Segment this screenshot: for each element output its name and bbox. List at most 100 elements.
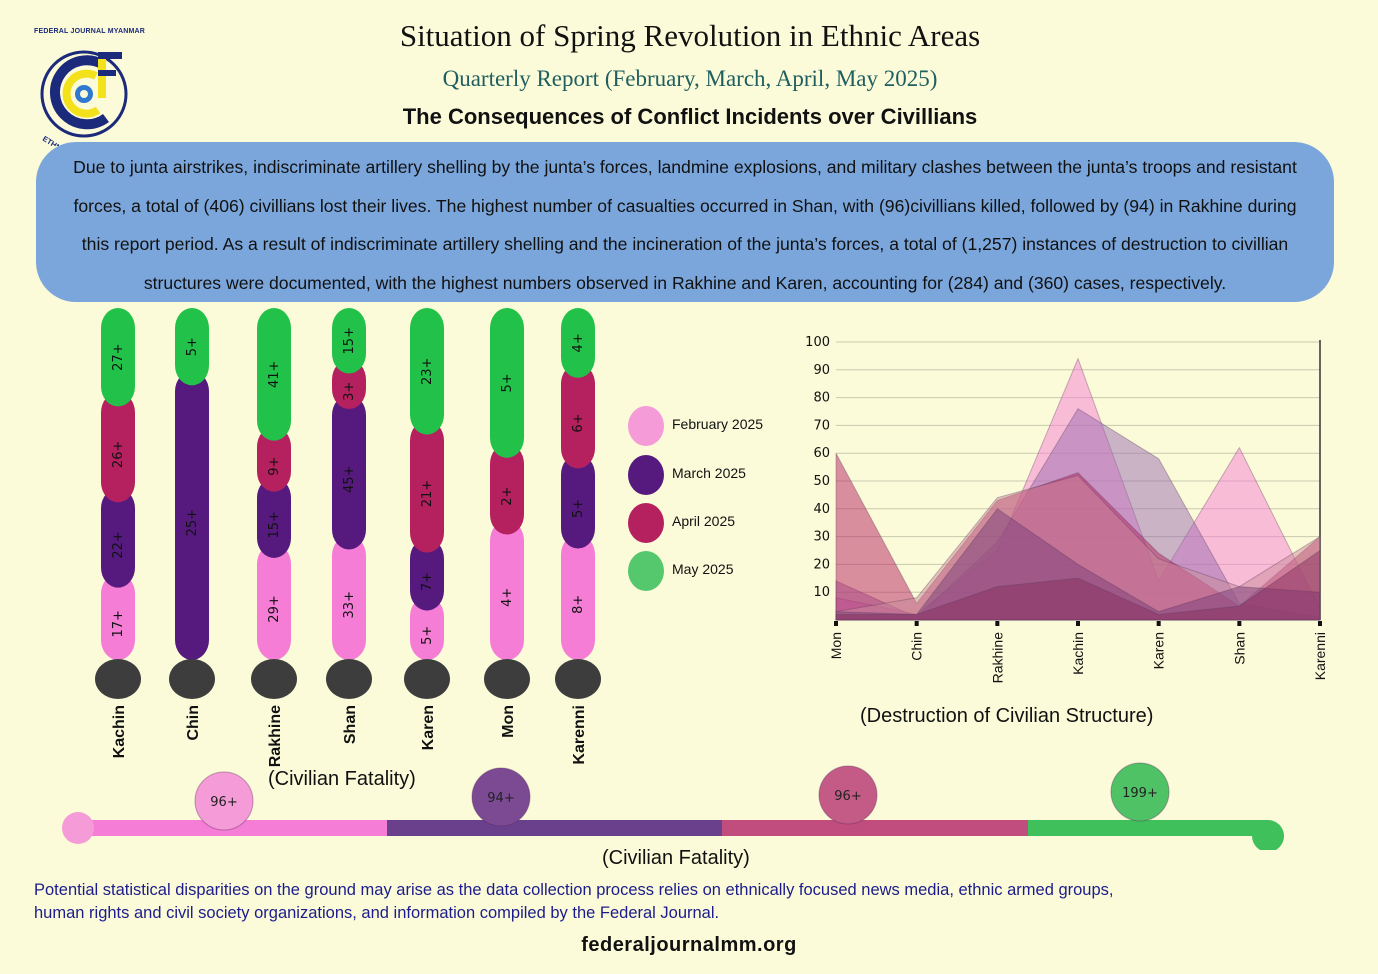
bar-value-label: 5+ — [420, 626, 435, 645]
x-tick-label: Karenni — [1312, 632, 1328, 680]
fatality-timeline: 96+ 94+ 96+ 199+ — [62, 762, 1284, 850]
bar-base — [251, 659, 297, 699]
bar-value-label: 25+ — [185, 509, 200, 536]
bar-value-label: 29+ — [267, 595, 282, 622]
destruction-area-chart: 10 20 30 40 50 60 70 80 90 100 Mon Chin Rakhine Kachi… — [805, 335, 1328, 683]
bar-segment — [332, 395, 366, 550]
bar-segment — [410, 420, 444, 553]
timeline-value-label: 96+ — [834, 789, 861, 804]
summary-line: this report period. As a result of indis… — [81, 234, 1289, 254]
timeline-segment — [1028, 820, 1268, 836]
y-tick-label: 40 — [813, 502, 830, 517]
bar-segment — [257, 543, 291, 660]
bar-segment — [101, 573, 135, 660]
x-tick — [1156, 621, 1161, 626]
bar-base — [326, 659, 372, 699]
legend-swatch — [628, 503, 664, 543]
bar-segment — [410, 596, 444, 660]
x-tick — [1318, 621, 1322, 626]
bar-base — [95, 659, 141, 699]
bar-segment — [257, 477, 291, 558]
y-tick-label: 30 — [813, 530, 830, 545]
legend-swatch — [628, 551, 664, 591]
x-tick — [995, 621, 1000, 626]
bar-value-label: 3+ — [342, 382, 357, 401]
destruction-chart-title: (Destruction of Civilian Structure) — [860, 705, 1154, 727]
y-tick-label: 90 — [813, 363, 830, 378]
summary-box — [36, 142, 1334, 302]
bar-value-label: 17+ — [111, 610, 126, 637]
bar-value-label: 22+ — [111, 531, 126, 558]
timeline-title: (Civilian Fatality) — [602, 847, 750, 869]
category-label: Karenni — [571, 705, 588, 765]
bar-value-label: 5+ — [571, 499, 586, 518]
timeline-bubble — [471, 767, 531, 827]
category-label: Rakhine — [267, 705, 284, 767]
bar-segment — [175, 308, 209, 386]
legend-label: March 2025 — [672, 465, 746, 481]
timeline-value-label: 96+ — [210, 795, 237, 810]
timeline-bubble — [818, 765, 878, 825]
summary-line: structures were documented, with the hig… — [143, 272, 1227, 293]
bar-value-label: 8+ — [571, 595, 586, 614]
bar-base — [169, 659, 215, 699]
summary-line: forces, a total of (406) civillians lost… — [73, 195, 1297, 216]
bar-segment — [332, 359, 366, 409]
bar-segment — [561, 454, 595, 549]
summary-line: Due to junta airstrikes, indiscriminate … — [73, 157, 1297, 177]
logo-top-text: FEDERAL JOURNAL MYANMAR — [34, 28, 146, 35]
timeline-value-label: 199+ — [1122, 786, 1158, 801]
y-tick-label: 70 — [813, 418, 830, 433]
section-title: The Consequences of Conflict Incidents o… — [402, 104, 978, 129]
page-subtitle: Quarterly Report (February, March, April… — [442, 66, 938, 91]
bar-base — [484, 659, 530, 699]
bar-value-label: 7+ — [420, 572, 435, 591]
timeline-bubble — [194, 771, 254, 831]
bar-value-label: 6+ — [571, 413, 586, 432]
bar-segment — [101, 308, 135, 407]
x-tick-label: Chin — [909, 632, 925, 661]
x-tick — [1237, 621, 1242, 626]
bar-value-label: 33+ — [342, 591, 357, 618]
legend-label: February 2025 — [672, 416, 764, 432]
x-tick — [834, 621, 838, 626]
category-label: Karen — [420, 705, 437, 750]
category-label: Chin — [185, 705, 202, 741]
summary-paragraph: Due to junta airstrikes, indiscriminate … — [36, 148, 1334, 302]
timeline-segment — [387, 820, 722, 836]
legend-swatch — [628, 455, 664, 495]
bar-value-label: 15+ — [267, 511, 282, 538]
bar-value-label: 23+ — [420, 358, 435, 385]
site-url: federaljournalmm.org — [581, 934, 797, 956]
x-tick-label: Mon — [828, 632, 844, 659]
bar-value-label: 45+ — [342, 466, 357, 493]
bar-segment — [490, 520, 524, 660]
bar-segment — [101, 488, 135, 588]
legend-swatch — [628, 406, 664, 446]
timeline-segment — [722, 820, 1028, 836]
bar-value-label: 41+ — [267, 361, 282, 388]
y-tick-label: 10 — [813, 585, 830, 600]
bar-value-label: 4+ — [500, 588, 515, 607]
x-tick — [1076, 621, 1080, 626]
timeline-bubble — [1110, 762, 1170, 822]
x-tick-label: Karen — [1151, 632, 1167, 669]
bar-segment — [257, 308, 291, 441]
bar-segment — [561, 308, 595, 378]
bar-value-label: 5+ — [500, 373, 515, 392]
x-tick-label: Shan — [1231, 632, 1247, 665]
y-tick-label: 60 — [813, 446, 830, 461]
area-series — [835, 549, 1321, 621]
x-tick-label: Kachin — [1070, 632, 1086, 675]
fatality-chart-title: (Civilian Fatality) — [268, 768, 416, 790]
bar-segment — [175, 371, 209, 660]
bar-value-label: 27+ — [111, 343, 126, 370]
timeline-start-cap — [62, 812, 94, 844]
bar-segment — [332, 535, 366, 660]
footnote-line: Potential statistical disparities on the… — [34, 881, 1114, 899]
bar-value-label: 26+ — [111, 441, 126, 468]
legend-label: April 2025 — [672, 513, 736, 529]
bar-base — [555, 659, 601, 699]
y-tick-label: 80 — [813, 391, 830, 406]
x-tick — [914, 621, 919, 626]
